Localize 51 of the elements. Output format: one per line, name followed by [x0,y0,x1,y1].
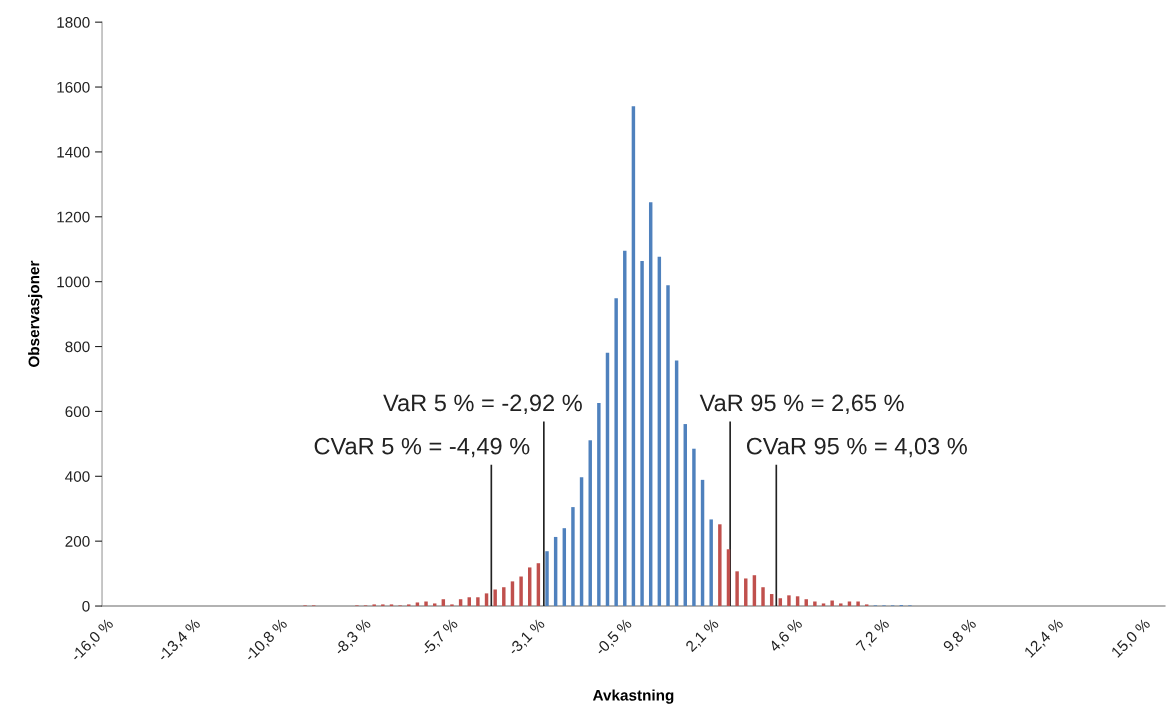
bar [424,601,428,607]
x-tick-label: -0,5 % [594,617,634,658]
bar [476,597,480,607]
bar [614,298,618,607]
bar [692,448,696,607]
bar [666,285,670,607]
y-tick-label: 1200 [57,211,90,223]
ref-line-label: CVaR 5 % = -4,49 % [314,437,530,458]
x-tick-label: -3,1 % [507,617,547,658]
x-tick-label: -8,3 % [333,617,373,658]
ref-line-label: VaR 5 % = -2,92 % [383,394,582,415]
bar [813,601,817,607]
bar [432,603,437,607]
bar [839,603,843,607]
y-tick-label: 600 [65,406,90,418]
x-axis-title: Avkastning [592,689,674,704]
bar [735,571,739,607]
bar [519,576,523,607]
bar [545,551,549,607]
y-tick-label: 200 [65,536,90,547]
y-tick-label: 0 [82,600,90,612]
bar [597,402,601,607]
bar [718,524,722,607]
bar [467,597,471,607]
bar [415,602,420,607]
bar [856,601,860,607]
x-tick-label: -5,7 % [420,617,460,658]
x-tick-label: 9,8 % [942,617,979,654]
bar [709,519,713,607]
bar [571,507,575,607]
y-tick-label: 1000 [57,276,90,288]
y-tick-label: 1600 [57,81,90,93]
bar [761,587,765,607]
bar [493,589,497,607]
bar [640,260,644,607]
ref-line-label: VaR 95 % = 2,65 % [699,394,904,415]
bar [847,601,852,607]
x-tick-label: 2,1 % [684,617,721,654]
bar [830,600,834,607]
x-tick-label: 4,6 % [768,617,805,654]
y-tick-label: 1800 [57,17,90,28]
ref-line-label: CVaR 95 % = 4,03 % [746,437,967,458]
y-tick-label: 400 [65,471,90,482]
y-tick-label: 800 [65,341,90,353]
x-tick-label: 7,2 % [855,617,892,654]
y-axis-title: Observasjoner [28,260,43,367]
bar [623,250,627,607]
y-tick-label: 1400 [57,146,90,158]
bar [821,603,826,607]
bar [787,595,791,607]
bar [502,587,506,607]
